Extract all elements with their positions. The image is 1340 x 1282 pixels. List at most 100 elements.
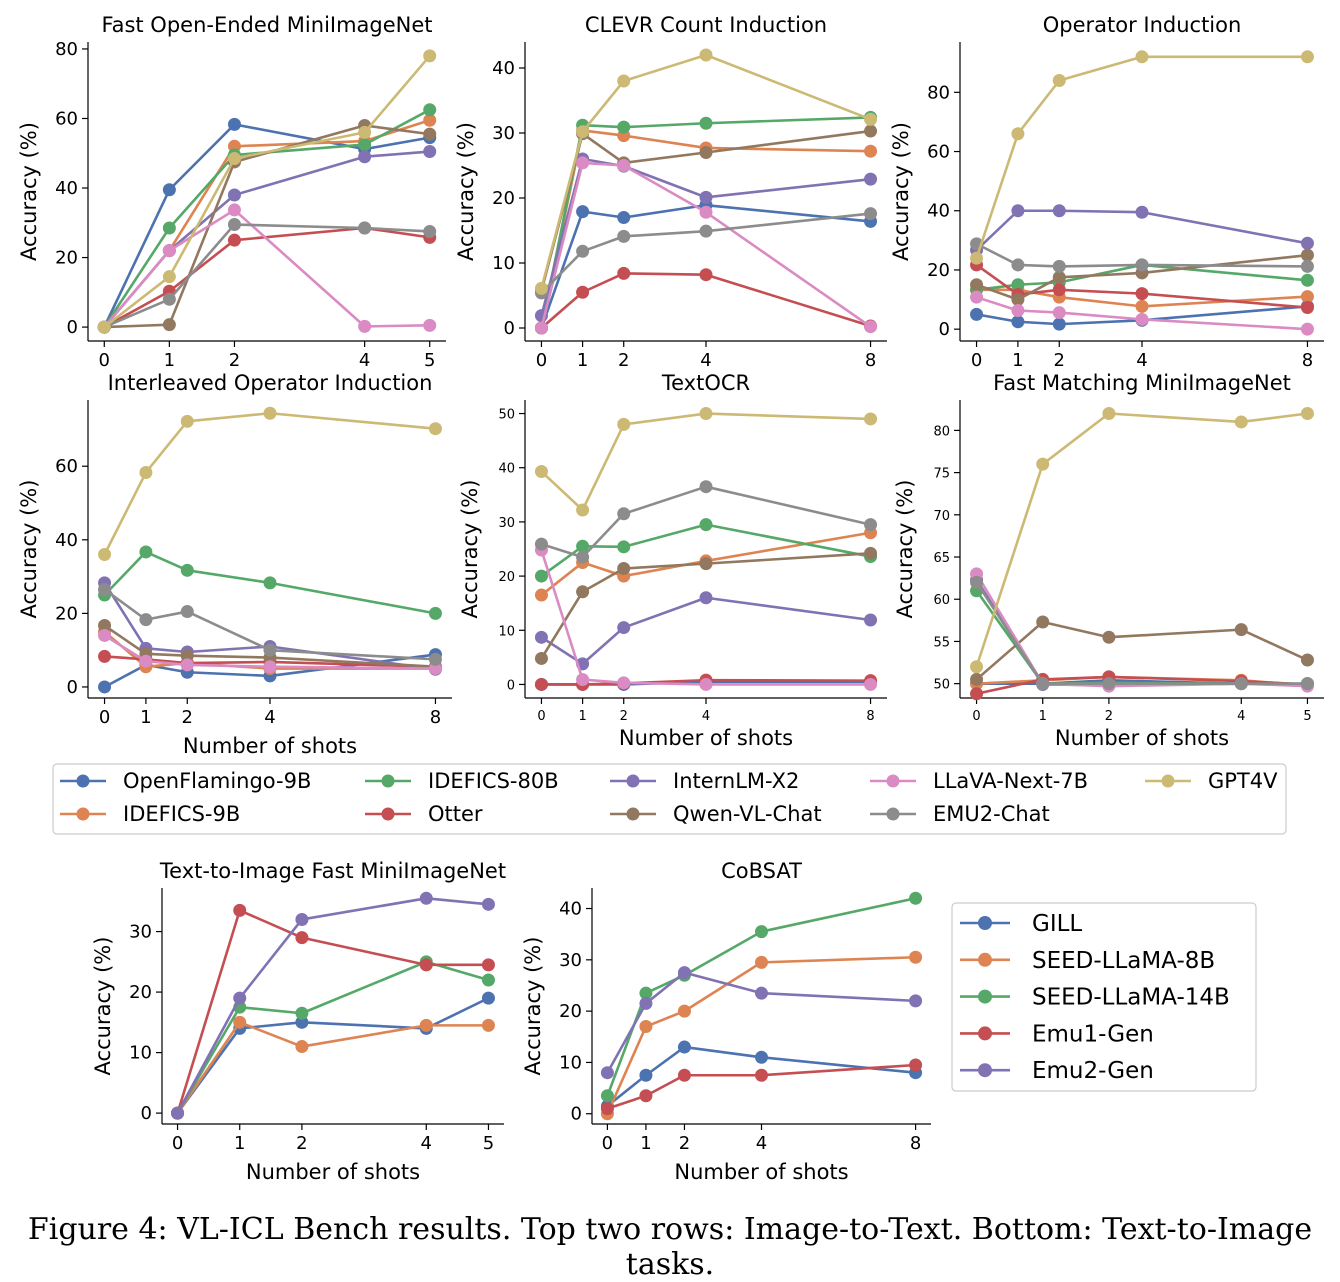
data-point <box>639 1068 653 1082</box>
x-tick-label: 4 <box>1136 350 1147 371</box>
series-gpt4v <box>970 50 1314 265</box>
data-point <box>1300 407 1314 421</box>
series-line <box>176 960 489 1114</box>
series-line <box>540 596 871 666</box>
y-axis-label: Accuracy (%) <box>454 122 478 261</box>
data-point <box>1102 630 1116 644</box>
chart-title: TextOCR <box>661 371 750 395</box>
data-point <box>617 266 631 280</box>
legend-marker <box>978 952 992 967</box>
legend-label: OpenFlamingo-9B <box>123 769 311 793</box>
legend-marker <box>978 1063 992 1078</box>
data-point <box>534 321 548 335</box>
data-point <box>481 958 495 972</box>
legend-label: Emu1-Gen <box>1032 1021 1154 1047</box>
legend-item-seed-llama-14b: SEED-LLaMA-14B <box>960 985 1230 1011</box>
data-point <box>1011 278 1025 292</box>
data-point <box>639 996 653 1010</box>
chart-title: CLEVR Count Induction <box>585 13 827 37</box>
data-point <box>909 1058 923 1072</box>
data-point <box>428 662 442 676</box>
x-tick-label: 1 <box>640 1133 651 1154</box>
series-line <box>103 411 436 556</box>
series-line <box>975 581 1308 685</box>
data-point <box>699 205 713 219</box>
series-emu2-chat <box>970 575 1314 691</box>
data-point <box>534 630 548 644</box>
series-seed-llama-8b <box>171 1015 495 1120</box>
x-tick-label: 5 <box>424 350 435 371</box>
y-tick-label: 0 <box>141 1103 152 1124</box>
data-point <box>1300 273 1314 287</box>
data-point <box>481 991 495 1005</box>
data-point <box>295 931 309 945</box>
data-point <box>1011 304 1025 318</box>
data-point <box>295 1006 309 1020</box>
data-point <box>864 412 878 426</box>
y-tick-label: 55 <box>933 635 950 650</box>
data-point <box>534 651 548 665</box>
legend-item-emu2-chat: EMU2-Chat <box>870 802 1050 826</box>
legend-bottom: GILL SEED-LLaMA-8B SEED-LLaMA-14B Emu1-Gen E… <box>951 902 1257 1092</box>
data-point <box>755 986 768 1000</box>
series-line <box>103 108 431 328</box>
x-tick-label: 8 <box>866 709 874 724</box>
data-point <box>600 1066 614 1080</box>
data-point <box>233 903 247 917</box>
data-point <box>423 103 437 117</box>
data-point <box>576 205 590 219</box>
legend-marker <box>381 774 395 788</box>
data-point <box>1300 301 1314 315</box>
data-point <box>98 619 112 633</box>
data-point <box>1234 623 1248 637</box>
data-point <box>162 270 176 284</box>
x-tick-label: 0 <box>602 1133 613 1154</box>
data-point <box>1300 50 1314 64</box>
legend-label: SEED-LLaMA-14B <box>1032 985 1230 1011</box>
legend-marker <box>978 989 992 1004</box>
data-point <box>576 156 590 170</box>
data-point <box>1052 204 1066 218</box>
data-point <box>677 966 691 980</box>
data-point <box>617 621 631 635</box>
data-point <box>98 582 112 596</box>
y-tick-label: 40 <box>498 462 515 477</box>
x-tick-label: 0 <box>536 350 547 371</box>
chart-clevr-count-induction: CLEVR Count Induction 0 10 20 30 40 0 1 2 4 8 Accur… <box>454 13 887 371</box>
data-point <box>1052 306 1066 320</box>
data-point <box>162 183 176 197</box>
y-tick-label: 40 <box>55 178 78 199</box>
data-point <box>233 1015 247 1029</box>
y-tick-label: 20 <box>498 570 515 585</box>
data-point <box>1102 407 1116 421</box>
data-point <box>677 1040 691 1054</box>
data-point <box>617 562 631 576</box>
legend-marker <box>76 774 90 788</box>
series-llava-next-7b <box>970 567 1314 693</box>
y-tick-label: 75 <box>933 467 950 482</box>
legend-marker <box>978 1026 992 1041</box>
data-point <box>180 649 194 663</box>
legend-item-llava-next-7b: LLaVA-Next-7B <box>870 769 1088 793</box>
legend-label: InternLM-X2 <box>673 769 799 793</box>
y-tick-label: 40 <box>492 58 515 79</box>
y-tick-label: 0 <box>571 1104 582 1125</box>
data-point <box>358 150 372 164</box>
data-point <box>358 125 372 139</box>
legend-frame <box>52 763 1287 835</box>
legend-label: GPT4V <box>1208 769 1278 793</box>
data-point <box>699 557 713 571</box>
data-point <box>600 1102 614 1116</box>
series-line <box>975 573 1308 688</box>
x-tick-label: 1 <box>577 350 588 371</box>
data-point <box>139 465 153 479</box>
data-point <box>263 660 277 674</box>
data-point <box>423 127 437 141</box>
x-tick-label: 5 <box>1303 709 1311 724</box>
data-point <box>358 319 372 333</box>
y-tick-label: 20 <box>55 248 78 269</box>
data-point <box>639 1089 653 1103</box>
legend-item-otter: Otter <box>365 802 483 826</box>
series-line <box>540 549 871 686</box>
data-point <box>1300 290 1314 304</box>
